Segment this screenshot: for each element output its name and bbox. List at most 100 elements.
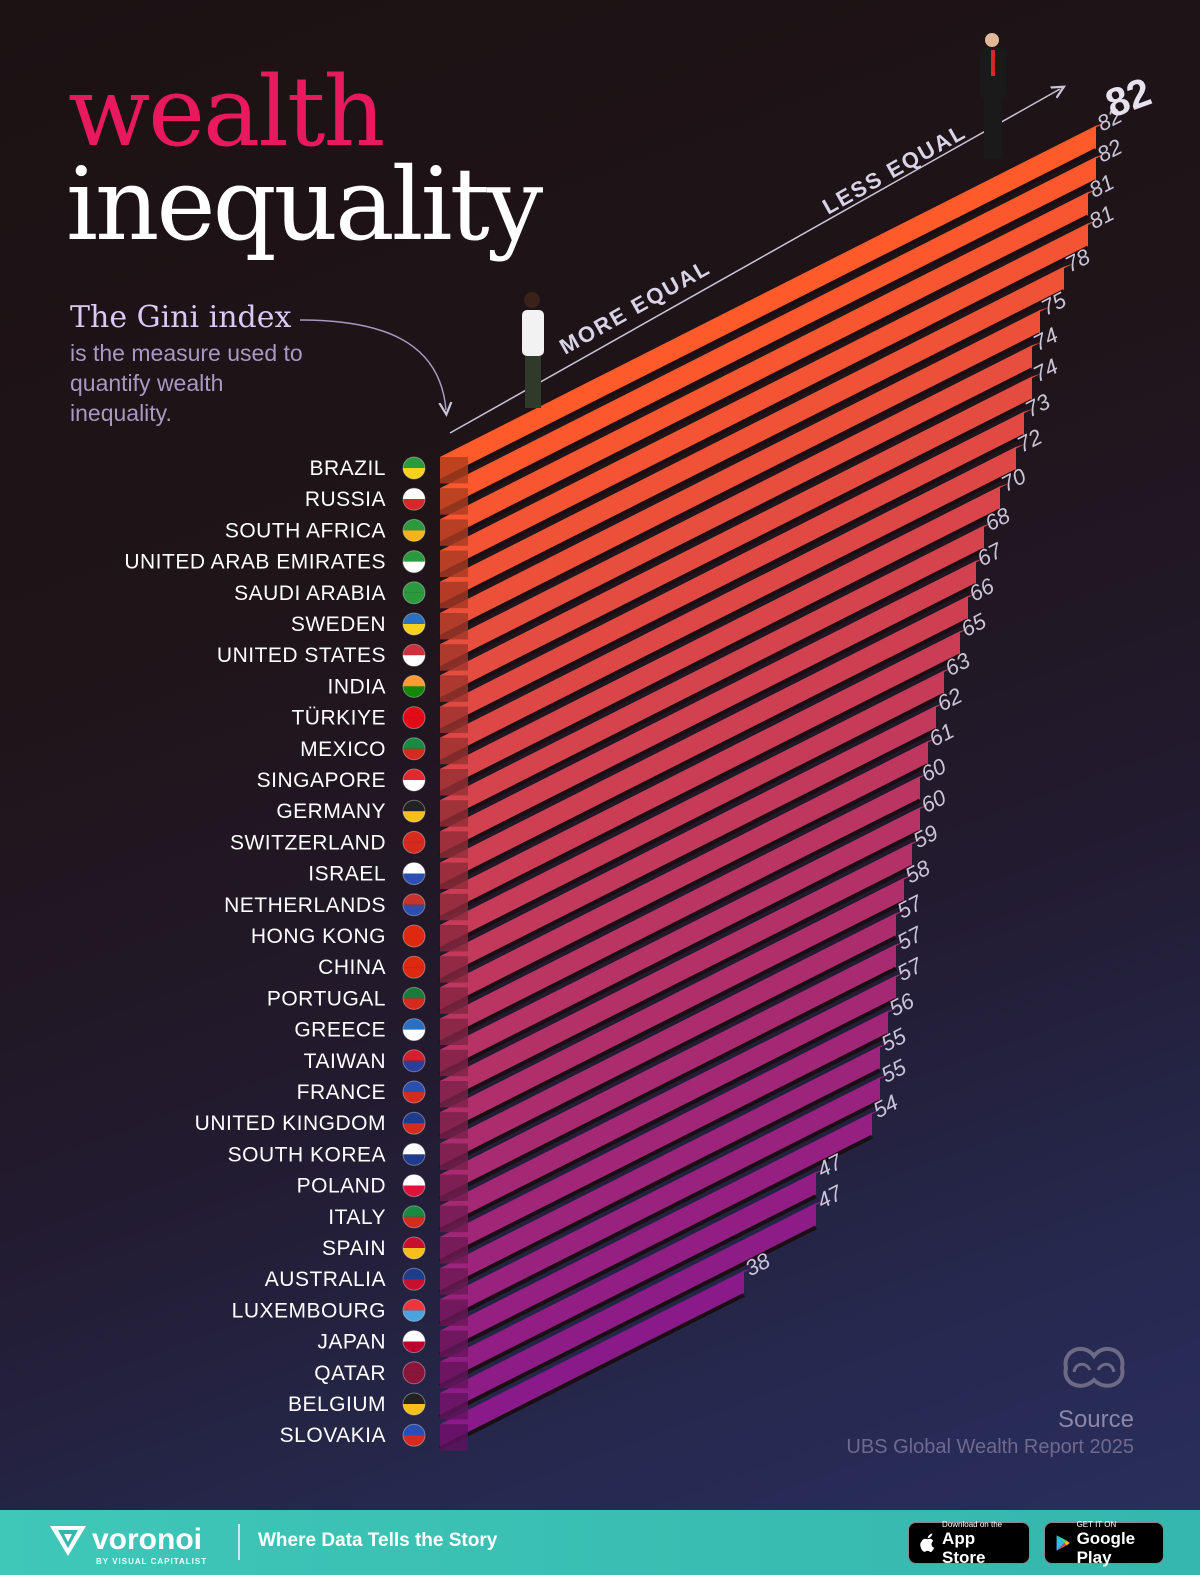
value-label: 60: [917, 784, 951, 818]
intro-text: is the measure used to quantify wealth i…: [70, 340, 303, 426]
country-label: JAPAN: [317, 1331, 386, 1354]
flag-icon: [402, 1392, 426, 1416]
flag-icon: [402, 1267, 426, 1291]
country-label: GERMANY: [276, 800, 386, 823]
bar-t-rkiye: [439, 408, 1034, 733]
flag-icon: [402, 1236, 426, 1260]
flag-icon: [402, 1080, 426, 1104]
bar-spain: [439, 1007, 898, 1264]
footer-divider: [238, 1524, 240, 1560]
app-store-button[interactable]: Download on the App Store: [908, 1520, 1030, 1567]
brand-sub: BY VISUAL CAPITALIST: [96, 1557, 208, 1566]
country-label: TAIWAN: [304, 1050, 386, 1073]
country-label: GREECE: [294, 1019, 386, 1042]
country-label: UNITED KINGDOM: [195, 1112, 386, 1135]
voronoi-brand[interactable]: voronoi: [46, 1520, 202, 1560]
country-label: SPAIN: [322, 1237, 386, 1260]
value-label: 82: [1093, 134, 1126, 167]
value-label: 55: [877, 1054, 911, 1088]
country-label: TÜRKIYE: [291, 707, 386, 730]
country-label: LUXEMBOURG: [232, 1299, 386, 1322]
flag-icon: [402, 1018, 426, 1042]
bar-united-states: [439, 341, 1042, 671]
bar-mexico: [439, 443, 1026, 765]
brand-name: voronoi: [92, 1523, 202, 1556]
flag-icon: [402, 1111, 426, 1135]
flag-icon: [402, 768, 426, 792]
flag-icon: [402, 955, 426, 979]
value-label: 57: [893, 952, 927, 986]
gini-bar-chart: 38SLOVAKIA47BELGIUM47QATAR54JAPAN55LUXEM…: [124, 33, 1157, 1451]
country-label: BELGIUM: [288, 1393, 386, 1416]
flag-icon: [402, 706, 426, 730]
flag-icon: [402, 456, 426, 480]
flag-icon: [402, 1205, 426, 1229]
bar-poland: [439, 941, 906, 1201]
google-play-button[interactable]: GET IT ON Google Play: [1044, 1520, 1164, 1567]
bar-israel: [439, 592, 978, 889]
title-wealth: wealth: [68, 56, 385, 168]
source-label: Source: [1057, 1406, 1134, 1433]
bar-portugal: [439, 737, 938, 1014]
country-label: PORTUGAL: [267, 987, 386, 1010]
google-play-big: Google Play: [1076, 1528, 1136, 1567]
bar-australia: [439, 1042, 890, 1295]
value-label: 57: [893, 921, 927, 955]
flag-icon: [402, 1423, 426, 1447]
flag-icon: [402, 924, 426, 948]
flag-icon: [402, 1142, 426, 1166]
flag-icon: [402, 1049, 426, 1073]
country-label: QATAR: [314, 1362, 386, 1385]
bar-singapore: [439, 482, 1010, 796]
country-label: FRANCE: [297, 1081, 386, 1104]
app-store-big: App Store: [942, 1528, 986, 1567]
country-label: SAUDI ARABIA: [234, 582, 386, 605]
country-label: RUSSIA: [305, 488, 386, 511]
country-label: SINGAPORE: [257, 769, 386, 792]
flag-icon: [402, 737, 426, 761]
bar-luxembourg: [439, 1073, 890, 1326]
country-label: NETHERLANDS: [224, 894, 386, 917]
country-label: SLOVAKIA: [280, 1424, 386, 1447]
bar-brazil: [439, 122, 1106, 484]
bar-japan: [439, 1109, 882, 1357]
bar-india: [439, 373, 1042, 702]
labels-layer: 38SLOVAKIA47BELGIUM47QATAR54JAPAN55LUXEM…: [124, 70, 1157, 1447]
country-label: UNITED ARAB EMIRATES: [124, 551, 386, 574]
bar-hong-kong: [439, 667, 954, 952]
country-label: INDIA: [327, 675, 386, 698]
flag-icon: [402, 1361, 426, 1385]
bar-saudi-arabia: [439, 263, 1074, 609]
flag-icon: [402, 674, 426, 698]
tagline: Where Data Tells the Story: [258, 1530, 498, 1551]
bar-belgium: [439, 1199, 826, 1420]
flag-icon: [402, 893, 426, 917]
footer-bar: voronoi BY VISUAL CAPITALIST Where Data …: [0, 1510, 1200, 1575]
flag-icon: [402, 830, 426, 854]
bar-switzerland: [439, 557, 986, 858]
value-label: 74: [1029, 354, 1062, 387]
bar-netherlands: [439, 627, 970, 921]
person-left: [522, 292, 544, 408]
country-label: SOUTH KOREA: [228, 1143, 386, 1166]
country-label: ITALY: [328, 1206, 386, 1229]
flag-icon: [402, 550, 426, 574]
country-label: POLAND: [297, 1175, 386, 1198]
apple-icon: [920, 1533, 935, 1553]
flag-icon: [402, 862, 426, 886]
axis-arrow: [449, 89, 1060, 434]
flag-icon: [402, 487, 426, 511]
bars-layer: [439, 122, 1106, 1451]
bar-taiwan: [439, 804, 930, 1077]
flag-icon: [402, 1330, 426, 1354]
source-value: UBS Global Wealth Report 2025: [846, 1436, 1134, 1458]
bar-south-africa: [439, 188, 1098, 546]
country-label: BRAZIL: [309, 457, 386, 480]
country-label: MEXICO: [300, 738, 386, 761]
title-inequality: inequality: [66, 146, 543, 263]
voronoi-logo-icon: [50, 1526, 86, 1556]
bar-sweden: [439, 306, 1050, 640]
country-label: SOUTH AFRICA: [225, 519, 386, 542]
flag-icon: [402, 581, 426, 605]
bar-greece: [439, 772, 930, 1045]
